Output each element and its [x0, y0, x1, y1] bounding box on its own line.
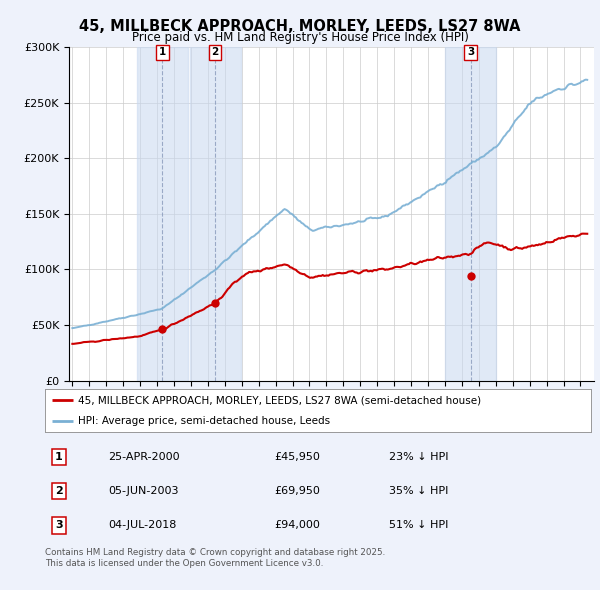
- Text: £69,950: £69,950: [274, 486, 320, 496]
- Text: 25-APR-2000: 25-APR-2000: [108, 453, 179, 462]
- Text: 51% ↓ HPI: 51% ↓ HPI: [389, 520, 448, 530]
- Text: 1: 1: [55, 453, 62, 462]
- Text: 1: 1: [159, 47, 166, 57]
- Text: 23% ↓ HPI: 23% ↓ HPI: [389, 453, 448, 462]
- Bar: [190, 47, 241, 381]
- Text: 3: 3: [55, 520, 62, 530]
- Text: 2: 2: [55, 486, 62, 496]
- Text: £45,950: £45,950: [274, 453, 320, 462]
- Bar: [445, 47, 496, 381]
- Text: Price paid vs. HM Land Registry's House Price Index (HPI): Price paid vs. HM Land Registry's House …: [131, 31, 469, 44]
- Text: 45, MILLBECK APPROACH, MORLEY, LEEDS, LS27 8WA (semi-detached house): 45, MILLBECK APPROACH, MORLEY, LEEDS, LS…: [78, 395, 481, 405]
- Text: 3: 3: [467, 47, 474, 57]
- Bar: [137, 47, 188, 381]
- Text: 45, MILLBECK APPROACH, MORLEY, LEEDS, LS27 8WA: 45, MILLBECK APPROACH, MORLEY, LEEDS, LS…: [79, 19, 521, 34]
- Text: 2: 2: [212, 47, 219, 57]
- Text: Contains HM Land Registry data © Crown copyright and database right 2025.: Contains HM Land Registry data © Crown c…: [45, 548, 385, 556]
- Text: £94,000: £94,000: [274, 520, 320, 530]
- Text: This data is licensed under the Open Government Licence v3.0.: This data is licensed under the Open Gov…: [45, 559, 323, 568]
- Text: 05-JUN-2003: 05-JUN-2003: [108, 486, 178, 496]
- Text: 35% ↓ HPI: 35% ↓ HPI: [389, 486, 448, 496]
- Text: 04-JUL-2018: 04-JUL-2018: [108, 520, 176, 530]
- Text: HPI: Average price, semi-detached house, Leeds: HPI: Average price, semi-detached house,…: [78, 417, 330, 426]
